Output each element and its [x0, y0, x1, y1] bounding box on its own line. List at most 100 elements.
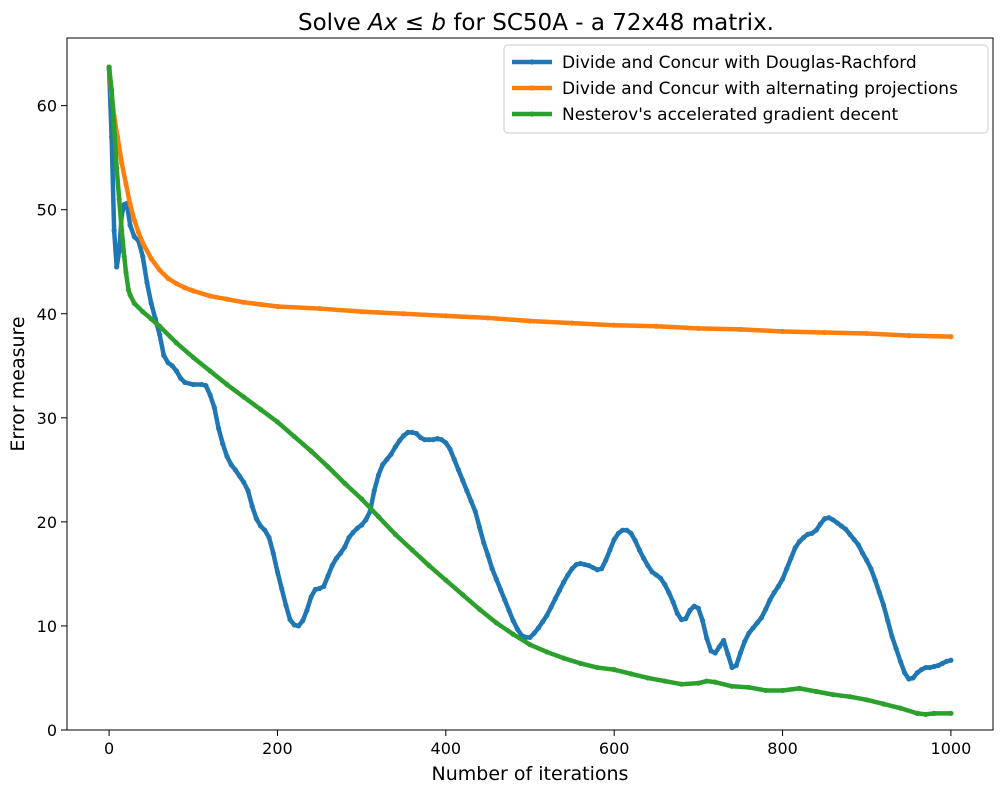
series-line-3 — [106, 64, 954, 717]
data-point — [190, 381, 196, 388]
data-point — [464, 488, 470, 494]
data-point — [127, 201, 133, 208]
data-point — [822, 329, 828, 336]
data-point — [127, 292, 133, 298]
data-point — [834, 520, 840, 526]
data-point — [788, 555, 794, 561]
data-point — [695, 680, 701, 686]
data-point — [493, 576, 499, 582]
data-point — [392, 444, 398, 450]
data-point — [855, 542, 861, 548]
data-point — [114, 165, 120, 171]
data-point — [864, 557, 870, 563]
data-point — [409, 547, 415, 553]
data-point — [116, 248, 122, 254]
data-point — [413, 430, 419, 437]
data-point — [262, 527, 268, 533]
data-point — [902, 670, 908, 676]
data-point — [300, 618, 306, 624]
data-point — [342, 480, 348, 486]
y-axis-label: Error measure — [7, 316, 29, 451]
data-point — [948, 710, 954, 716]
chart-title: Solve Ax ≤ b for SC50A - a 72x48 matrix. — [298, 10, 774, 36]
series-layer — [106, 64, 954, 717]
title-math-x: x — [383, 10, 398, 36]
data-point — [140, 309, 146, 315]
data-point — [258, 301, 264, 307]
data-point — [880, 701, 887, 707]
data-point — [169, 363, 175, 369]
data-point — [548, 604, 554, 610]
x-tick-label: 800 — [767, 739, 798, 758]
data-point — [443, 313, 449, 319]
data-point — [897, 658, 904, 664]
data-point — [258, 406, 264, 413]
data-point — [535, 625, 542, 631]
data-point — [123, 181, 129, 187]
data-point — [725, 651, 731, 657]
data-point — [851, 536, 857, 543]
data-point — [809, 530, 815, 536]
data-point — [561, 579, 567, 585]
data-point — [220, 441, 226, 447]
legend-box — [503, 44, 989, 134]
data-point — [224, 453, 230, 459]
data-point — [207, 368, 213, 374]
data-point — [359, 522, 365, 528]
data-point — [375, 472, 382, 478]
data-point — [716, 644, 723, 650]
data-point — [779, 687, 786, 694]
data-point — [430, 437, 436, 443]
data-point — [864, 330, 870, 337]
title-leq: ≤ — [398, 10, 432, 36]
legend-label: Nesterov's accelerated gradient decent — [562, 105, 898, 125]
data-point — [510, 631, 516, 637]
data-point — [447, 446, 453, 452]
data-point — [106, 64, 112, 70]
data-point — [577, 660, 584, 667]
data-point — [337, 550, 344, 556]
x-tick-label: 1000 — [931, 739, 972, 758]
data-point — [510, 618, 516, 624]
data-point — [127, 222, 133, 228]
data-point — [316, 585, 323, 592]
data-point — [224, 381, 230, 388]
data-point — [316, 305, 323, 312]
y-tick-label: 10 — [37, 617, 57, 636]
data-point — [678, 681, 685, 687]
data-point — [666, 590, 672, 596]
data-point — [417, 434, 424, 441]
data-point — [897, 705, 904, 711]
data-point — [843, 526, 849, 532]
data-point — [813, 688, 819, 695]
data-point — [531, 630, 537, 636]
data-point — [291, 433, 297, 440]
data-point — [131, 234, 137, 240]
data-point — [481, 540, 487, 546]
data-point — [131, 217, 137, 223]
data-point — [121, 253, 127, 260]
data-point — [674, 610, 680, 617]
data-point — [148, 256, 154, 262]
y-tick-label: 50 — [37, 201, 57, 220]
data-point — [641, 555, 647, 561]
data-point — [885, 618, 891, 624]
data-point — [556, 587, 563, 594]
data-point — [460, 477, 466, 483]
data-point — [754, 620, 760, 626]
data-point — [721, 637, 727, 644]
data-point — [923, 664, 929, 671]
data-point — [157, 267, 163, 273]
data-point — [131, 300, 137, 306]
data-point — [767, 597, 773, 603]
data-point — [140, 240, 146, 246]
data-point — [763, 687, 769, 694]
title-prefix: Solve — [298, 10, 368, 36]
data-point — [485, 315, 491, 321]
data-point — [544, 649, 550, 655]
data-point — [889, 633, 895, 639]
data-point — [165, 360, 171, 366]
data-point — [283, 602, 289, 608]
data-point — [148, 316, 154, 322]
